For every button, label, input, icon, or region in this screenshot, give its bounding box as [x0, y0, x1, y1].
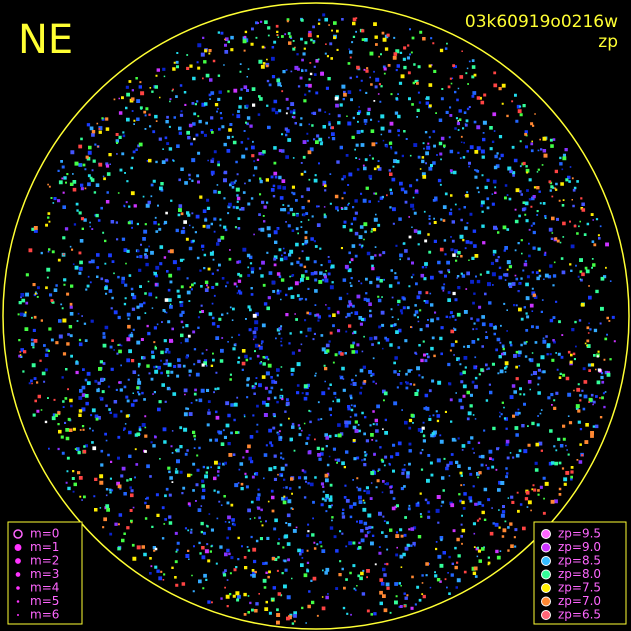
- stars: [52, 17, 599, 617]
- legend-marker: [541, 569, 551, 580]
- legend-marker: [541, 556, 551, 566]
- legend-label: m=0: [30, 527, 59, 541]
- legend-label: m=1: [30, 540, 59, 554]
- zp-legend: zp=9.5zp=9.0zp=8.5zp=8.0zp=7.5zp=7.0zp=6…: [541, 527, 601, 622]
- frame-id: 03k60919o0216w: [465, 12, 618, 32]
- legend-label: zp=8.0: [558, 567, 601, 581]
- legend-label: zp=8.5: [558, 554, 601, 568]
- legend-label: m=5: [30, 594, 59, 608]
- legend-marker: [541, 583, 551, 593]
- magnitude-legend-box: [7, 521, 83, 625]
- legend-label: m=2: [30, 554, 59, 568]
- legend-marker: [16, 586, 20, 590]
- legend-label: m=6: [30, 608, 59, 622]
- mode-label: zp: [598, 32, 618, 52]
- legend-marker: [15, 572, 21, 577]
- corner-label: NE: [18, 17, 73, 63]
- legend-label: zp=9.5: [558, 527, 601, 541]
- legend-marker: [14, 544, 22, 551]
- legend-label: m=4: [30, 581, 59, 595]
- legend-marker: [541, 610, 551, 620]
- legend-marker: [15, 558, 21, 564]
- legend-marker: [17, 614, 19, 616]
- legend-label: zp=6.5: [558, 608, 601, 622]
- star-field: [17, 13, 616, 625]
- stars: [18, 18, 611, 625]
- legend-label: zp=7.5: [558, 581, 601, 595]
- legend-marker: [541, 529, 551, 539]
- legend-label: m=3: [30, 567, 59, 581]
- legend-label: zp=9.0: [558, 540, 601, 554]
- legend-marker: [541, 542, 551, 553]
- magnitude-legend: m=0m=1m=2m=3m=4m=5m=6: [13, 527, 59, 622]
- legend-marker: [541, 596, 551, 607]
- legend-marker: [13, 529, 23, 539]
- legend-marker: [16, 600, 20, 603]
- legend-label: zp=7.0: [558, 594, 601, 608]
